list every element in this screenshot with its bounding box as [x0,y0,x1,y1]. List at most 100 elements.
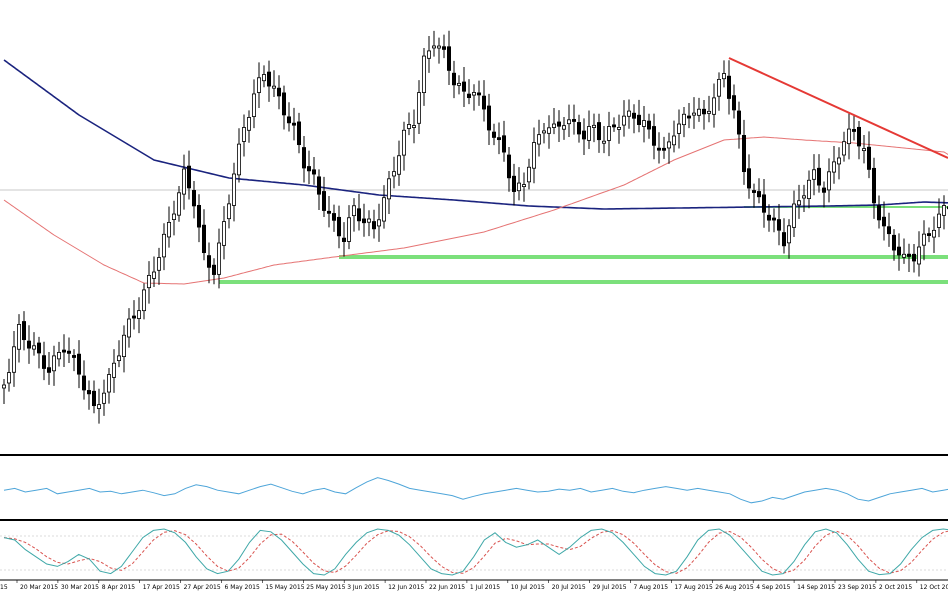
candle-body [727,75,732,99]
candle-body [471,92,476,96]
candle-body [411,125,416,128]
candle-body [772,217,777,221]
candle-body [767,214,772,221]
x-tick-label: 12 Oct 2015 [920,584,948,591]
x-tick-label: 3 Jun 2015 [347,584,379,591]
candle-body [737,110,742,135]
candle-body [236,143,241,176]
candle-body [597,122,602,141]
candle-body [542,130,547,134]
candle-body [166,221,171,238]
rsi-line [3,477,948,504]
candle-body [932,229,937,238]
candle-body [326,210,331,214]
candlesticks-layer [2,30,948,424]
candle-body [456,82,461,86]
x-axis-labels: 15 20 Mar 2015 30 Mar 2015 8 Apr 2015 17 Apr… [0,580,948,591]
candle-body [276,87,281,97]
candle-body [592,124,597,128]
candle-body [942,205,947,216]
candle-body [291,122,296,126]
candle-body [607,126,612,141]
candle-body [637,114,642,125]
support-lines-layer [219,206,948,284]
candle-body [251,93,256,117]
candle-body [632,112,637,119]
candle-body [211,264,216,275]
candle-body [311,169,316,175]
candle-body [381,197,386,222]
candle-body [256,77,261,93]
candle-body [52,355,57,372]
candle-body [57,352,62,360]
candle-body [882,216,887,227]
candle-body [486,105,491,131]
candle-body [747,168,752,189]
panel-separators [0,454,948,581]
stochastic-panel [0,528,948,576]
resistance-trendline [728,57,948,159]
candle-body [146,274,151,289]
candle-body [77,353,82,375]
ma-long-line [3,59,948,210]
x-tick-label-partial: 15 [0,584,8,591]
candle-body [667,141,672,149]
x-tick-label: 25 May 2015 [306,584,345,591]
candle-body [732,95,737,111]
stoch-main-line [3,528,948,576]
ma-short-line [3,136,948,285]
candle-body [822,187,827,193]
candle-body [522,184,527,187]
x-tick-label: 17 Apr 2015 [143,584,180,591]
candle-body [37,342,42,354]
candle-body [301,147,306,169]
candle-body [602,140,607,144]
candle-body [451,72,456,86]
candle-body [226,203,231,220]
candle-body [181,168,186,195]
candle-body [316,176,321,195]
candle-body [862,148,867,152]
candle-body [122,334,127,357]
candle-body [117,355,122,362]
candle-body [201,224,206,254]
candle-body [567,119,572,125]
candle-body [331,213,336,221]
candle-body [196,204,201,228]
candle-body [496,137,501,141]
candle-body [842,141,847,156]
candle-body [206,255,211,268]
x-tick-label: 26 Aug 2015 [715,584,754,591]
x-tick-label: 4 Sep 2015 [756,584,790,591]
candle-body [141,289,146,312]
candle-body [642,120,647,127]
candle-body [261,74,266,82]
candle-body [176,192,181,216]
candle-body [517,182,522,192]
candle-body [131,315,136,319]
candle-body [817,167,822,186]
candle-body [917,246,922,265]
candle-body [241,127,246,142]
candle-body [366,218,371,223]
candle-body [416,92,421,124]
candle-body [742,135,747,173]
candle-body [436,45,441,49]
candle-body [707,110,712,114]
candle-body [837,157,842,165]
candle-body [491,131,496,138]
candle-body [877,205,882,221]
candle-body [92,390,97,407]
candle-body [336,216,341,237]
candle-body [852,129,857,132]
candle-body [677,123,682,134]
x-tick-label: 7 Aug 2015 [634,584,669,591]
candle-body [266,71,271,87]
stoch-signal-line [3,530,948,574]
x-tick-label: 22 Jun 2015 [429,584,465,591]
candle-body [21,321,26,341]
candle-body [171,213,176,220]
candle-body [832,161,837,173]
candle-body [752,190,757,193]
